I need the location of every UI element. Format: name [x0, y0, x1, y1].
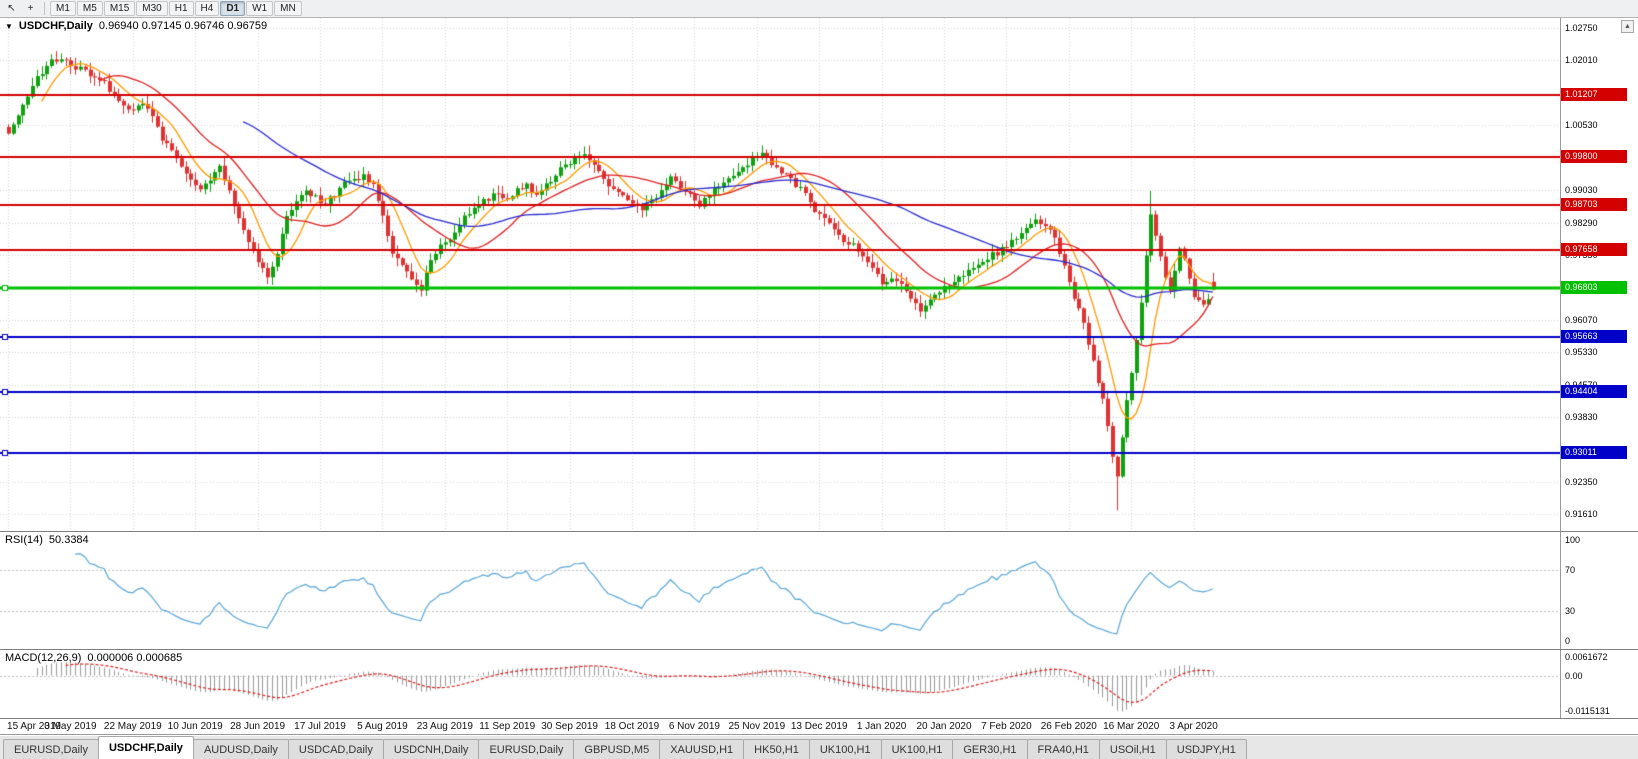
price-level-label-red: 0.97658	[1561, 243, 1627, 257]
timeframe-buttons: M1 M5 M15 M30 H1 H4 D1 W1 MN	[50, 1, 302, 16]
macd-axis-tick: -0.0115131	[1565, 705, 1610, 716]
timeframe-button-h1[interactable]: H1	[168, 1, 194, 16]
timeframe-button-w1[interactable]: W1	[246, 1, 274, 16]
date-label: 16 Mar 2020	[1103, 721, 1160, 732]
macd-title: MACD(12,26,9)	[5, 652, 82, 664]
price-axis-tick: 1.02010	[1565, 55, 1598, 66]
price-axis-tick: 0.96070	[1565, 314, 1598, 325]
tab-usdcad-daily[interactable]: USDCAD,Daily	[287, 739, 384, 759]
toolbar-separator	[44, 2, 45, 15]
collapse-icon[interactable]: ▼	[5, 21, 13, 31]
rsi-title: RSI(14)	[5, 534, 43, 546]
timeframe-button-m30[interactable]: M30	[136, 1, 168, 16]
tab-gbpusd-m5[interactable]: GBPUSD,M5	[573, 739, 661, 759]
date-label: 10 Jun 2019	[167, 721, 223, 732]
rsi-axis-tick: 30	[1565, 605, 1576, 616]
date-label: 20 Jan 2020	[916, 721, 972, 732]
price-chart-canvas[interactable]	[0, 18, 1560, 531]
rsi-panel: RSI(14) 50.3384 100 70 30 0	[0, 532, 1638, 650]
price-axis-tick: 0.98290	[1565, 217, 1598, 228]
chart-header: ▼ USDCHF,Daily 0.96940 0.97145 0.96746 0…	[5, 20, 267, 32]
price-level-label-blue: 0.93011	[1561, 446, 1627, 460]
tab-uk100-h1[interactable]: UK100,H1	[808, 739, 882, 759]
date-label: 5 Aug 2019	[357, 721, 408, 732]
date-label: 25 Nov 2019	[728, 721, 786, 732]
macd-chart-canvas[interactable]	[0, 650, 1560, 718]
tab-usdchf-daily[interactable]: USDCHF,Daily	[97, 736, 194, 759]
price-level-label-green: 0.96803	[1561, 280, 1627, 294]
price-level-label-blue: 0.95663	[1561, 330, 1627, 344]
tab-uk100-h1[interactable]: UK100,H1	[880, 739, 954, 759]
timeframe-button-mn[interactable]: MN	[274, 1, 302, 16]
date-label: 13 Dec 2019	[790, 721, 848, 732]
date-label: 7 Feb 2020	[981, 721, 1032, 732]
tab-eurusd-daily[interactable]: EURUSD,Daily	[3, 739, 99, 759]
date-label: 1 Jan 2020	[856, 721, 907, 732]
date-label: 22 May 2019	[103, 721, 162, 732]
rsi-value: 50.3384	[48, 534, 89, 546]
date-label: 30 Sep 2019	[541, 721, 598, 732]
price-axis-tick: 1.00530	[1565, 119, 1598, 130]
macd-axis[interactable]: 0.0061672 0.00 -0.0115131	[1560, 650, 1638, 718]
chart-tabs: EURUSD,Daily USDCHF,Daily AUDUSD,Daily USDC…	[0, 735, 1638, 759]
timeframe-button-m5[interactable]: M5	[76, 1, 103, 16]
timeframe-button-m15[interactable]: M15	[103, 1, 136, 16]
ohlc-values: 0.96940 0.97145 0.96746 0.96759	[98, 20, 268, 32]
price-axis-tick: 0.92350	[1565, 477, 1598, 488]
tab-usdjpy-h1[interactable]: USDJPY,H1	[1165, 739, 1247, 759]
date-label: 26 Feb 2020	[1040, 721, 1097, 732]
price-axis-tick: 0.95330	[1565, 346, 1598, 357]
price-axis[interactable]: ▲ 1.02750 1.02010 1.00530 0.99030 0.98290 0.9…	[1560, 18, 1638, 531]
macd-header: MACD(12,26,9) 0.000006 0.000685	[5, 652, 182, 664]
symbol-label: USDCHF,Daily	[18, 20, 93, 32]
price-level-label-red: 1.01207	[1561, 88, 1627, 102]
price-axis-tick: 1.02750	[1565, 23, 1598, 34]
timeframe-button-h4[interactable]: H4	[194, 1, 220, 16]
timeframe-button-m1[interactable]: M1	[50, 1, 76, 16]
scroll-up-button[interactable]: ▲	[1621, 20, 1634, 33]
price-axis-tick: 0.94570	[1565, 380, 1598, 390]
tab-audusd-daily[interactable]: AUDUSD,Daily	[192, 739, 289, 759]
rsi-axis[interactable]: 100 70 30 0	[1560, 532, 1638, 649]
date-label: 3 May 2019	[44, 721, 97, 732]
price-level-label-blue: 0.94404	[1561, 385, 1627, 399]
macd-values: 0.000006 0.000685	[87, 652, 183, 664]
rsi-header: RSI(14) 50.3384	[5, 534, 89, 546]
pointer-icon[interactable]: ↖	[7, 3, 16, 14]
price-level-label-red: 0.98703	[1561, 197, 1627, 211]
date-label: 11 Sep 2019	[479, 721, 536, 732]
macd-axis-tick: 0.00	[1565, 670, 1583, 681]
tab-hk50-h1[interactable]: HK50,H1	[743, 739, 810, 759]
date-label: 18 Oct 2019	[604, 721, 660, 732]
macd-axis-tick: 0.0061672	[1565, 651, 1608, 662]
date-label: 17 Jul 2019	[294, 721, 346, 732]
tab-ger30-h1[interactable]: GER30,H1	[952, 739, 1028, 759]
tab-usoil-h1[interactable]: USOil,H1	[1098, 739, 1167, 759]
tab-fra40-h1[interactable]: FRA40,H1	[1026, 739, 1100, 759]
date-label: 15 Apr 2019	[7, 721, 61, 732]
price-panel: ▼ USDCHF,Daily 0.96940 0.97145 0.96746 0…	[0, 18, 1638, 532]
timeframe-button-d1[interactable]: D1	[220, 1, 246, 16]
date-label: 3 Apr 2020	[1169, 721, 1218, 732]
tab-eurusd-daily[interactable]: EURUSD,Daily	[478, 739, 575, 759]
price-axis-tick: 0.93830	[1565, 412, 1598, 423]
price-level-label-red: 0.99800	[1561, 149, 1627, 163]
crosshair-icon[interactable]: +	[27, 3, 34, 14]
chart-area: ▼ USDCHF,Daily 0.96940 0.97145 0.96746 0…	[0, 18, 1638, 735]
price-axis-tick: 0.99030	[1565, 185, 1598, 196]
price-axis-tick: 0.91610	[1565, 509, 1598, 520]
rsi-chart-canvas[interactable]	[0, 532, 1560, 649]
tab-usdcnh-daily[interactable]: USDCNH,Daily	[382, 739, 480, 759]
rsi-axis-tick: 70	[1565, 565, 1576, 576]
rsi-axis-tick: 0	[1565, 636, 1571, 646]
date-axis[interactable]: 15 Apr 2019 3 May 2019 22 May 2019 10 Jun 2…	[0, 719, 1638, 735]
macd-panel: MACD(12,26,9) 0.000006 0.000685 0.006167…	[0, 650, 1638, 719]
date-label: 23 Aug 2019	[416, 721, 473, 732]
date-label: 6 Nov 2019	[668, 721, 720, 732]
rsi-axis-tick: 100	[1565, 535, 1581, 545]
toolbar: ↖ + M1 M5 M15 M30 H1 H4 D1 W1 MN	[0, 0, 1638, 18]
tab-xauusd-h1[interactable]: XAUUSD,H1	[659, 739, 745, 759]
date-label: 28 Jun 2019	[230, 721, 286, 732]
